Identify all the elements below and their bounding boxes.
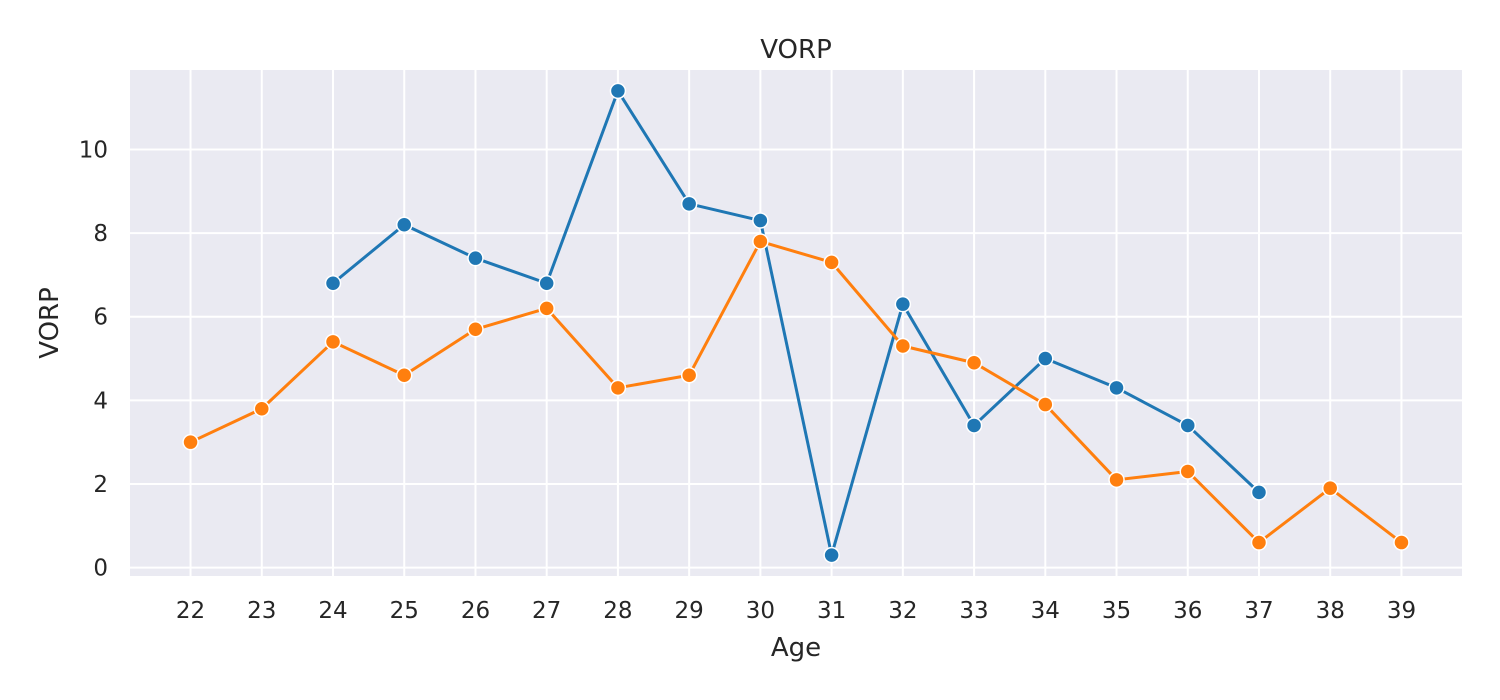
x-tick-label: 35 bbox=[1102, 598, 1131, 624]
x-tick-label: 26 bbox=[461, 598, 490, 624]
x-axis-label: Age bbox=[771, 633, 821, 663]
series-1-point bbox=[324, 275, 342, 292]
series-1-point bbox=[894, 295, 912, 313]
x-tick-label: 34 bbox=[1031, 598, 1060, 624]
series-1-point bbox=[823, 546, 840, 564]
series-2-point bbox=[609, 379, 627, 397]
series-2-point bbox=[1250, 534, 1268, 551]
y-tick-label: 10 bbox=[79, 137, 108, 163]
chart-title: VORP bbox=[760, 35, 832, 65]
x-tick-label: 30 bbox=[746, 598, 775, 624]
x-tick-label: 25 bbox=[390, 598, 419, 624]
x-tick-label: 28 bbox=[603, 598, 632, 624]
series-2-point bbox=[538, 300, 555, 317]
series-2-point bbox=[1037, 396, 1054, 413]
series-2-point bbox=[467, 321, 484, 338]
series-2-point bbox=[1393, 534, 1410, 551]
series-2-point bbox=[823, 254, 840, 271]
series-1-point bbox=[609, 82, 627, 100]
series-2 bbox=[182, 233, 1410, 551]
y-tick-label: 0 bbox=[93, 556, 108, 582]
x-tick-label: 39 bbox=[1387, 598, 1416, 624]
x-tick-label: 29 bbox=[675, 598, 704, 624]
x-tick-label: 23 bbox=[247, 598, 276, 624]
x-tick-label: 31 bbox=[817, 598, 846, 624]
series-1-point bbox=[1179, 417, 1197, 434]
series-lines bbox=[182, 82, 1410, 564]
x-tick-label: 22 bbox=[176, 598, 205, 624]
series-1-line bbox=[331, 89, 1261, 557]
y-tick-labels: 0 2 4 6 8 10 bbox=[79, 137, 108, 581]
x-tick-label: 38 bbox=[1316, 598, 1345, 624]
x-tick-label: 36 bbox=[1173, 598, 1202, 624]
series-1-point bbox=[395, 216, 413, 233]
series-1 bbox=[324, 82, 1268, 564]
y-tick-label: 4 bbox=[93, 388, 108, 414]
y-tick-label: 8 bbox=[93, 221, 108, 247]
series-2-point bbox=[1108, 471, 1125, 489]
series-2-point bbox=[965, 354, 983, 371]
plot-background bbox=[130, 70, 1462, 576]
series-2-point bbox=[182, 433, 199, 451]
series-1-point bbox=[965, 417, 983, 434]
series-2-point bbox=[253, 400, 271, 417]
series-2-point bbox=[395, 367, 413, 384]
y-tick-label: 6 bbox=[93, 305, 108, 331]
series-2-point bbox=[324, 333, 342, 351]
series-2-point bbox=[894, 337, 912, 355]
y-tick-label: 2 bbox=[93, 472, 108, 498]
series-1-point bbox=[680, 195, 698, 213]
x-tick-label: 24 bbox=[318, 598, 347, 624]
series-2-line bbox=[189, 239, 1403, 545]
series-1-point bbox=[1037, 350, 1054, 367]
x-tick-labels: 22 23 24 25 26 27 28 29 30 31 32 33 34 35 36 37 38 39 bbox=[176, 598, 1416, 624]
series-2-point bbox=[752, 233, 769, 250]
series-1-point bbox=[467, 249, 484, 267]
x-tick-label: 33 bbox=[959, 598, 988, 624]
series-1-point bbox=[752, 212, 769, 229]
series-2-point bbox=[1321, 479, 1339, 497]
series-1-point bbox=[1250, 484, 1268, 501]
y-axis-label: VORP bbox=[35, 287, 65, 359]
series-1-point bbox=[538, 275, 555, 292]
x-tick-label: 27 bbox=[532, 598, 561, 624]
x-tick-label: 37 bbox=[1244, 598, 1273, 624]
x-tick-label: 32 bbox=[888, 598, 917, 624]
series-2-point bbox=[1179, 463, 1197, 480]
series-1-point bbox=[1108, 379, 1125, 397]
gridlines bbox=[130, 70, 1462, 576]
series-2-point bbox=[680, 367, 698, 384]
